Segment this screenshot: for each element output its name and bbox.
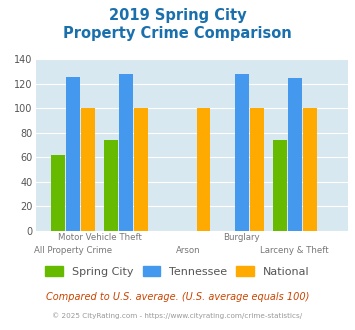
Legend: Spring City, Tennessee, National: Spring City, Tennessee, National — [41, 261, 314, 281]
Text: All Property Crime: All Property Crime — [34, 246, 112, 255]
Bar — [51, 155, 65, 231]
Bar — [197, 109, 211, 231]
Bar — [119, 74, 133, 231]
Text: © 2025 CityRating.com - https://www.cityrating.com/crime-statistics/: © 2025 CityRating.com - https://www.city… — [53, 312, 302, 318]
Bar — [104, 140, 118, 231]
Bar — [66, 77, 80, 231]
Text: Motor Vehicle Theft: Motor Vehicle Theft — [58, 233, 142, 242]
Bar — [235, 74, 248, 231]
Bar — [303, 109, 317, 231]
Bar — [134, 109, 148, 231]
Text: 2019 Spring City: 2019 Spring City — [109, 8, 246, 23]
Text: Property Crime Comparison: Property Crime Comparison — [63, 26, 292, 41]
Text: Compared to U.S. average. (U.S. average equals 100): Compared to U.S. average. (U.S. average … — [46, 292, 309, 302]
Bar — [250, 109, 263, 231]
Bar — [81, 109, 95, 231]
Bar — [288, 78, 302, 231]
Bar — [273, 140, 287, 231]
Text: Arson: Arson — [176, 246, 201, 255]
Text: Burglary: Burglary — [223, 233, 260, 242]
Text: Larceny & Theft: Larceny & Theft — [261, 246, 329, 255]
